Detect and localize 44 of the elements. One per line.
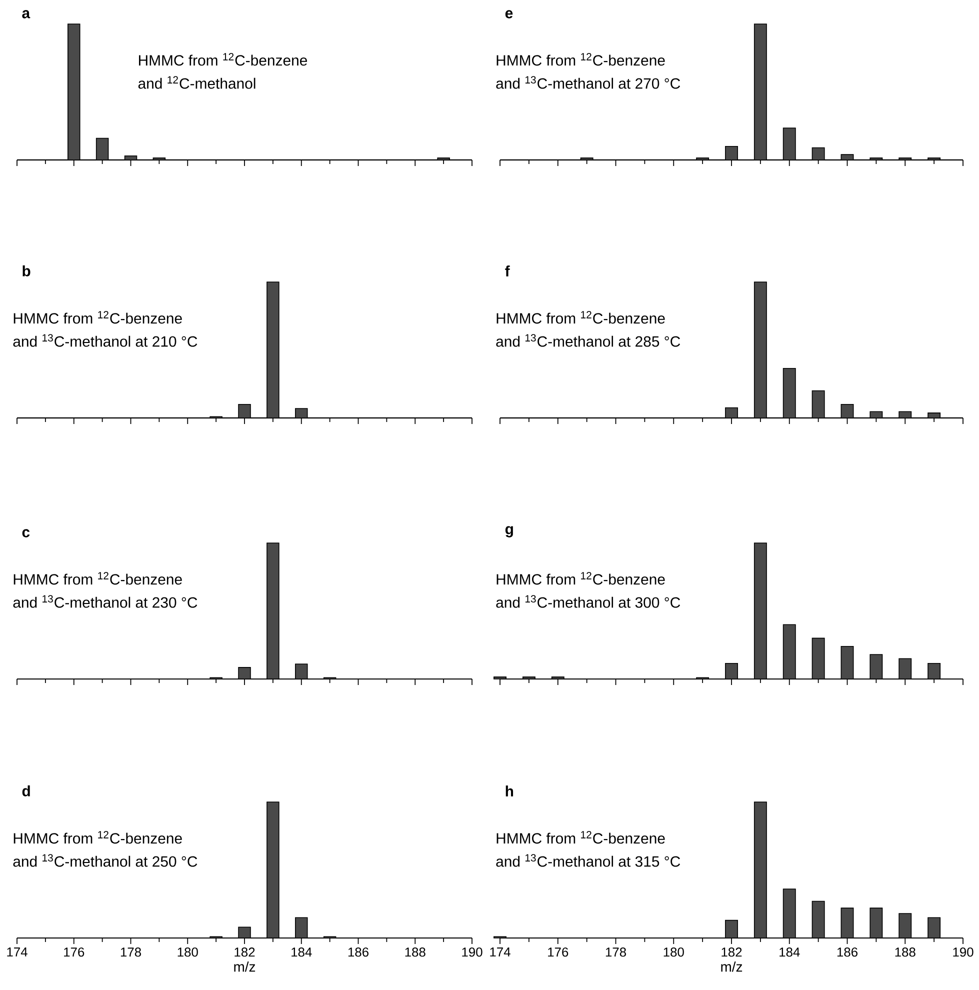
annotation: and $^{13}$C-methanol at 300 °C	[496, 595, 680, 608]
x-axis-title: m/z	[234, 962, 256, 972]
x-tick-label: 174	[7, 948, 28, 956]
x-tick-label: 178	[120, 948, 141, 957]
annotation: and $^{13}$C-methanol at 270 °C	[496, 76, 680, 89]
chart-title: a	[22, 10, 30, 18]
annotation: and $^{13}$C-methanol at 285 °C	[496, 334, 680, 347]
x-tick-label: 186	[837, 948, 858, 957]
annotation: HMMC from $^{12}$C-benzene	[496, 831, 665, 844]
x-tick-label: 178	[606, 948, 626, 957]
x-tick-label: 182	[722, 948, 742, 957]
annotation: and $^{12}$C-methanol	[138, 76, 256, 89]
x-tick-label: 186	[348, 948, 368, 957]
annotation: HMMC from $^{12}$C-benzene	[14, 831, 182, 844]
annotation: HMMC from $^{12}$C-benzene	[496, 572, 665, 585]
chart-title: d	[22, 785, 30, 796]
annotation: HMMC from $^{12}$C-benzene	[14, 572, 182, 585]
chart-title: h	[506, 786, 514, 796]
x-tick-label: 176	[548, 948, 568, 957]
annotation: HMMC from $^{12}$C-benzene	[496, 53, 665, 66]
x-tick-label: 182	[234, 948, 255, 957]
x-tick-label: 188	[405, 948, 426, 957]
chart-title: b	[22, 265, 30, 276]
annotation: and $^{13}$C-methanol at 210 °C	[13, 334, 198, 347]
x-tick-label: 190	[462, 948, 482, 957]
chart-title: c	[22, 529, 30, 538]
annotation: and $^{13}$C-methanol at 250 °C	[13, 854, 198, 867]
chart-title: g	[505, 526, 513, 538]
x-tick-label: 174	[490, 948, 510, 956]
x-tick-label: 176	[64, 948, 84, 957]
annotation: and $^{13}$C-methanol at 315 °C	[496, 854, 680, 867]
x-tick-label: 180	[178, 948, 198, 957]
x-tick-label: 180	[664, 948, 684, 957]
annotation: HMMC from $^{12}$C-benzene	[496, 311, 665, 324]
annotation: and $^{13}$C-methanol at 230 °C	[13, 595, 198, 608]
x-tick-label: 184	[780, 948, 800, 957]
annotation: HMMC from $^{12}$C-benzene	[14, 311, 182, 324]
annotation: HMMC from $^{12}$C-benzene	[138, 53, 308, 66]
x-tick-label: 190	[953, 948, 974, 957]
chart-title: e	[505, 10, 513, 18]
x-axis-title: m/z	[721, 962, 742, 972]
chart-title: f	[505, 266, 510, 276]
x-tick-label: 188	[895, 948, 916, 957]
x-tick-label: 184	[292, 948, 312, 957]
